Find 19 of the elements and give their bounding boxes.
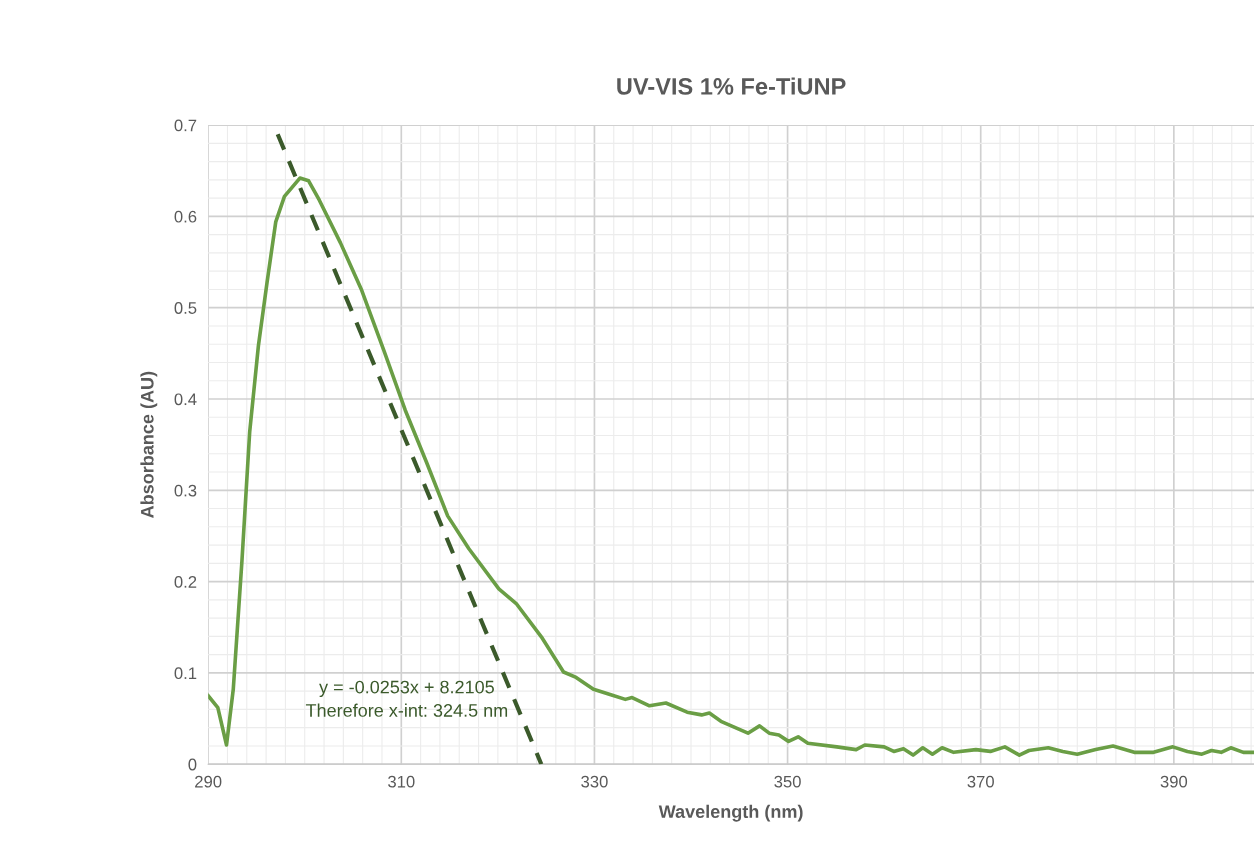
y-tick-label: 0 [188, 758, 197, 771]
line-series [208, 176, 1254, 757]
x-tick-label: 350 [774, 775, 801, 788]
y-tick-label: 0.3 [174, 484, 197, 497]
y-tick-label: 0.1 [174, 667, 197, 680]
y-tick-label: 0.7 [174, 119, 197, 132]
x-tick-label: 290 [195, 775, 222, 788]
y-tick-label: 0.5 [174, 302, 197, 314]
y-tick-label: 0.4 [174, 393, 197, 406]
annotation: y = -0.0253x + 8.2105 Therefore x-int: 324.5 nm [305, 680, 508, 717]
y-tick-label: 0.2 [174, 576, 197, 588]
x-tick-label: 310 [388, 775, 415, 788]
y-axis-title: Absorbance (AU) [140, 371, 158, 518]
y-tick-label: 0.6 [174, 210, 197, 223]
x-tick-label: 330 [581, 775, 608, 788]
x-tick-label: 390 [1160, 775, 1188, 788]
x-axis-title: Wavelength (nm) [658, 804, 803, 822]
chart-title: UV-VIS 1% Fe-TiUNP [617, 77, 846, 95]
x-tick-label: 370 [967, 775, 994, 788]
